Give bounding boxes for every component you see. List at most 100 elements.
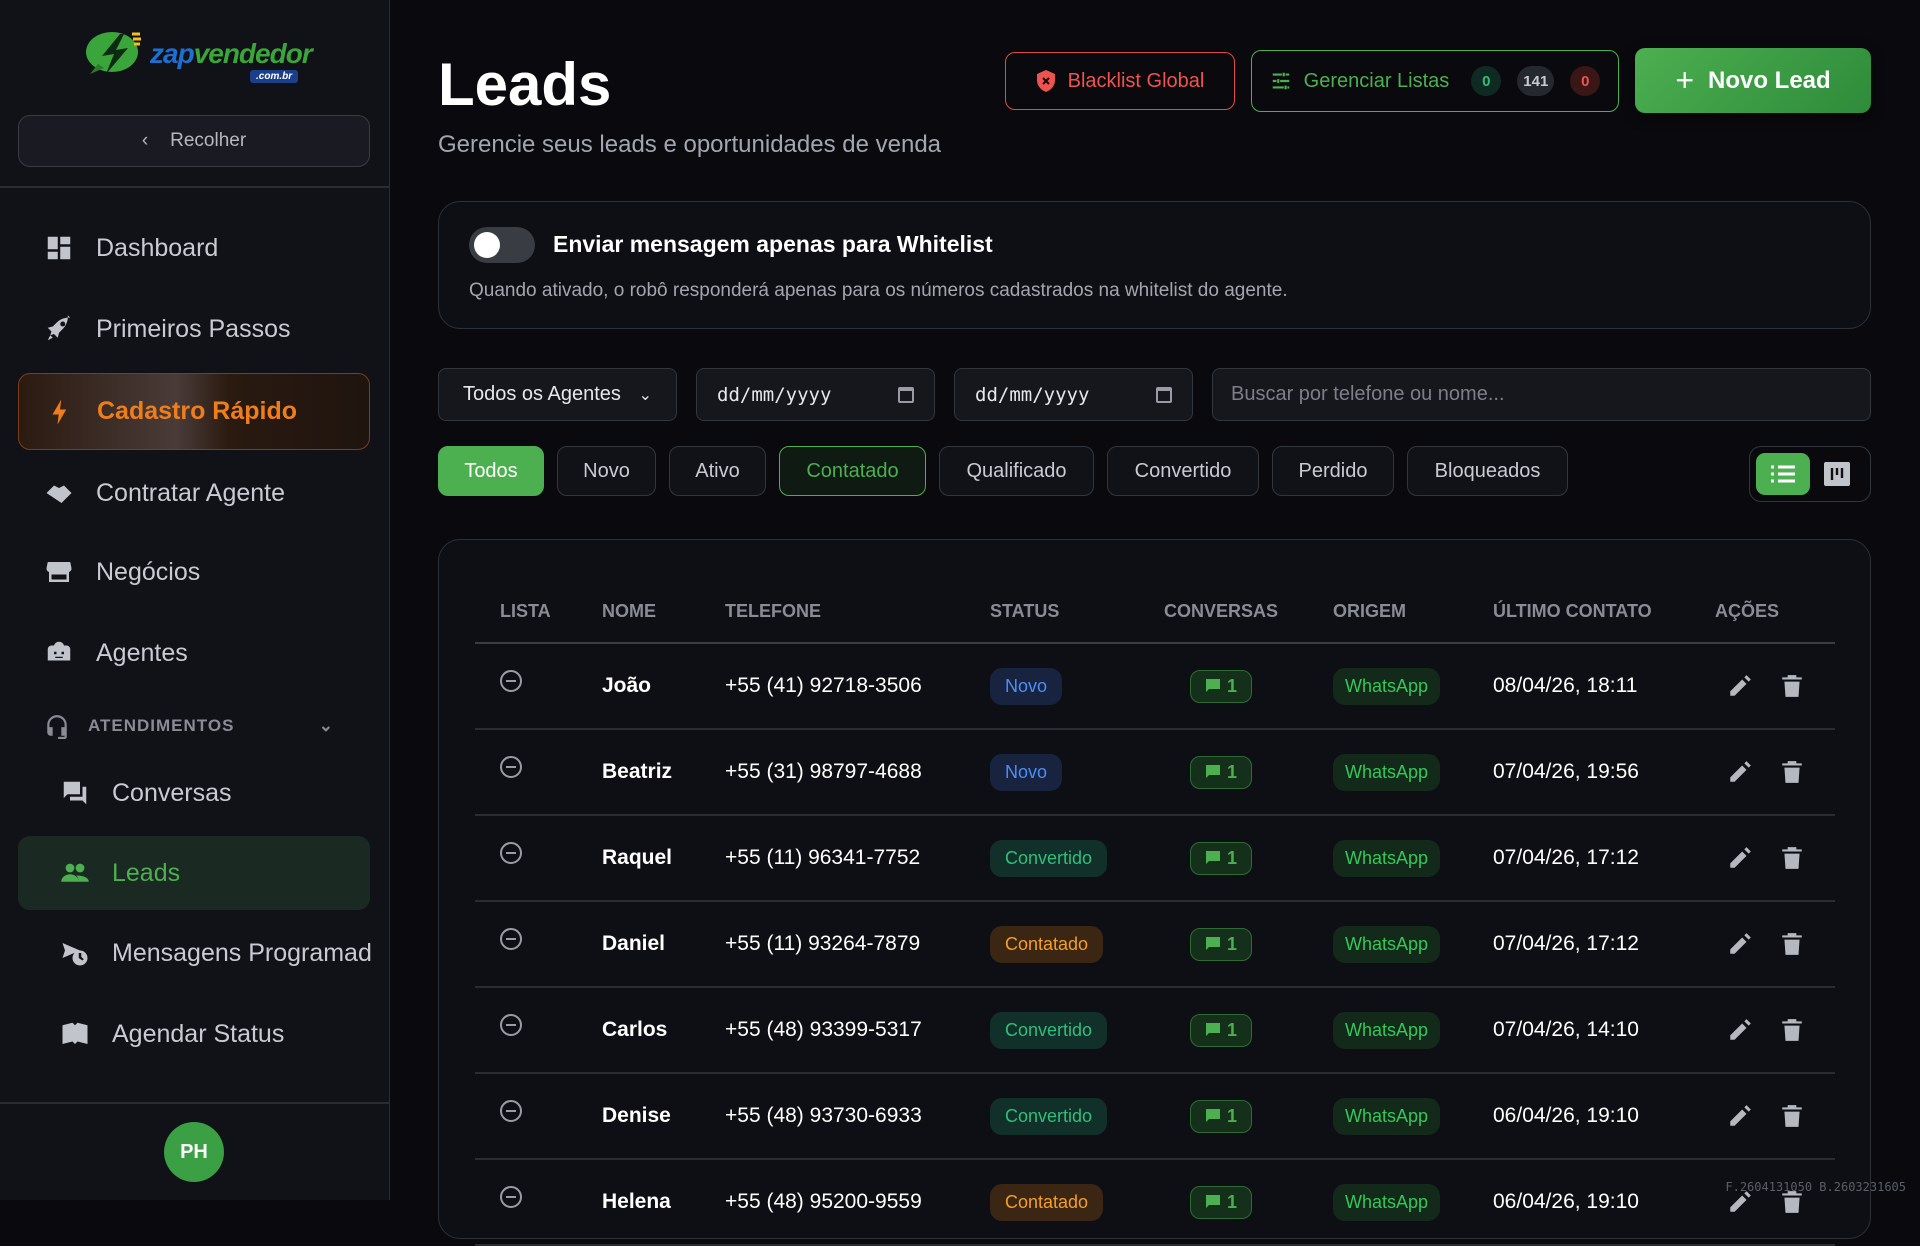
trash-icon[interactable] xyxy=(1779,1103,1805,1129)
status-badge: Convertido xyxy=(990,1098,1107,1135)
lead-phone: +55 (48) 93730-6933 xyxy=(725,1104,990,1128)
tab-bloqueados[interactable]: Bloqueados xyxy=(1407,446,1568,496)
remove-from-list-icon[interactable] xyxy=(500,1014,522,1036)
sidebar-item-primeiros-passos[interactable]: Primeiros Passos xyxy=(18,292,370,366)
headset-icon xyxy=(44,712,70,740)
remove-from-list-icon[interactable] xyxy=(500,842,522,864)
trash-icon[interactable] xyxy=(1779,1017,1805,1043)
chat-bubble-icon xyxy=(1205,764,1221,780)
status-badge: Contatado xyxy=(990,926,1103,963)
lead-phone: +55 (11) 96341-7752 xyxy=(725,846,990,870)
sidebar-item-agendar-status[interactable]: Agendar Status xyxy=(18,997,370,1071)
edit-icon[interactable] xyxy=(1727,759,1753,785)
manage-lists-label: Gerenciar Listas xyxy=(1304,70,1450,93)
origin-badge: WhatsApp xyxy=(1333,668,1440,705)
sidebar-item-conversas[interactable]: Conversas xyxy=(18,756,370,830)
conversations-badge[interactable]: 1 xyxy=(1190,756,1252,789)
kanban-view-button[interactable] xyxy=(1824,462,1850,486)
date-from-input[interactable]: dd/mm/yyyy xyxy=(696,368,935,421)
table-row[interactable]: João +55 (41) 92718-3506 Novo 1 WhatsApp… xyxy=(475,644,1835,730)
lead-name: Beatriz xyxy=(602,760,725,784)
agent-select-value: Todos os Agentes xyxy=(463,383,621,406)
sidebar-item-negocios[interactable]: Negócios xyxy=(18,535,370,609)
agent-select[interactable]: Todos os Agentes ⌄ xyxy=(438,368,677,421)
conversations-count: 1 xyxy=(1227,762,1237,783)
remove-from-list-icon[interactable] xyxy=(500,1100,522,1122)
column-header: ORIGEM xyxy=(1333,601,1493,622)
build-version: F.2604131050 B.2603231605 xyxy=(1725,1180,1906,1194)
page-title: Leads xyxy=(438,50,611,119)
status-badge: Novo xyxy=(990,668,1062,705)
remove-from-list-icon[interactable] xyxy=(500,756,522,778)
new-lead-button[interactable]: + Novo Lead xyxy=(1635,48,1871,113)
logo-bolt-icon xyxy=(84,28,146,80)
list-view-button[interactable] xyxy=(1756,453,1810,495)
calendar-icon xyxy=(898,387,914,403)
blacklist-global-button[interactable]: Blacklist Global xyxy=(1005,52,1235,110)
edit-icon[interactable] xyxy=(1727,931,1753,957)
shield-x-icon xyxy=(1036,69,1056,93)
avatar[interactable]: PH xyxy=(164,1122,224,1182)
trash-icon[interactable] xyxy=(1779,845,1805,871)
trash-icon[interactable] xyxy=(1779,931,1805,957)
sidebar-item-dashboard[interactable]: Dashboard xyxy=(18,211,370,285)
conversations-badge[interactable]: 1 xyxy=(1190,1014,1252,1047)
edit-icon[interactable] xyxy=(1727,673,1753,699)
date-to-input[interactable]: dd/mm/yyyy xyxy=(954,368,1193,421)
trash-icon[interactable] xyxy=(1779,673,1805,699)
tab-ativo[interactable]: Ativo xyxy=(669,446,766,496)
edit-icon[interactable] xyxy=(1727,845,1753,871)
sidebar-item-contratar-agente[interactable]: Contratar Agente xyxy=(18,456,370,530)
sliders-icon xyxy=(1270,70,1292,92)
manage-lists-button[interactable]: Gerenciar Listas 0 141 0 xyxy=(1251,50,1619,112)
search-input[interactable]: Buscar por telefone ou nome... xyxy=(1212,368,1871,421)
tab-contatado[interactable]: Contatado xyxy=(779,446,926,496)
trash-icon[interactable] xyxy=(1779,759,1805,785)
conversations-count: 1 xyxy=(1227,1020,1237,1041)
sidebar-item-label: Negócios xyxy=(96,558,200,587)
conversations-badge[interactable]: 1 xyxy=(1190,1100,1252,1133)
lead-name: Helena xyxy=(602,1190,725,1214)
whitelist-toggle[interactable] xyxy=(469,227,535,263)
table-row[interactable]: Helena +55 (48) 95200-9559 Contatado 1 W… xyxy=(475,1160,1835,1246)
edit-icon[interactable] xyxy=(1727,1017,1753,1043)
conversations-badge[interactable]: 1 xyxy=(1190,842,1252,875)
chat-bubble-icon xyxy=(1205,1022,1221,1038)
lead-phone: +55 (11) 93264-7879 xyxy=(725,932,990,956)
search-placeholder: Buscar por telefone ou nome... xyxy=(1231,383,1505,406)
sidebar-item-label: Conversas xyxy=(112,779,232,808)
conversations-badge[interactable]: 1 xyxy=(1190,928,1252,961)
lead-phone: +55 (48) 95200-9559 xyxy=(725,1190,990,1214)
tab-novo[interactable]: Novo xyxy=(557,446,656,496)
column-header: CONVERSAS xyxy=(1164,601,1333,622)
chevron-down-icon: ⌄ xyxy=(319,716,334,736)
table-row[interactable]: Raquel +55 (11) 96341-7752 Convertido 1 … xyxy=(475,816,1835,902)
date-to-placeholder: dd/mm/yyyy xyxy=(975,384,1089,406)
sidebar-section-atendimentos[interactable]: ATENDIMENTOS ⌄ xyxy=(44,712,354,740)
tab-qualificado[interactable]: Qualificado xyxy=(939,446,1094,496)
collapse-sidebar-button[interactable]: ‹ Recolher xyxy=(18,115,370,167)
origin-badge: WhatsApp xyxy=(1333,1184,1440,1221)
tab-todos[interactable]: Todos xyxy=(438,446,544,496)
conversations-count: 1 xyxy=(1227,934,1237,955)
sidebar-item-label: Primeiros Passos xyxy=(96,315,291,344)
conversations-badge[interactable]: 1 xyxy=(1190,670,1252,703)
chat-bubble-icon xyxy=(1205,850,1221,866)
table-row[interactable]: Beatriz +55 (31) 98797-4688 Novo 1 Whats… xyxy=(475,730,1835,816)
table-row[interactable]: Denise +55 (48) 93730-6933 Convertido 1 … xyxy=(475,1074,1835,1160)
sidebar-item-cadastro-rapido[interactable]: Cadastro Rápido xyxy=(18,373,370,450)
table-row[interactable]: Daniel +55 (11) 93264-7879 Contatado 1 W… xyxy=(475,902,1835,988)
remove-from-list-icon[interactable] xyxy=(500,1186,522,1208)
edit-icon[interactable] xyxy=(1727,1103,1753,1129)
tab-perdido[interactable]: Perdido xyxy=(1272,446,1394,496)
column-header: AÇÕES xyxy=(1715,601,1835,622)
table-row[interactable]: Carlos +55 (48) 93399-5317 Convertido 1 … xyxy=(475,988,1835,1074)
sidebar-item-agentes[interactable]: Agentes xyxy=(18,616,370,690)
brand-tld: .com.br xyxy=(250,70,298,83)
conversations-badge[interactable]: 1 xyxy=(1190,1186,1252,1219)
tab-convertido[interactable]: Convertido xyxy=(1107,446,1259,496)
sidebar-item-leads[interactable]: Leads xyxy=(18,836,370,910)
remove-from-list-icon[interactable] xyxy=(500,928,522,950)
sidebar-item-mensagens-programadas[interactable]: Mensagens Programadas xyxy=(18,916,372,990)
remove-from-list-icon[interactable] xyxy=(500,670,522,692)
